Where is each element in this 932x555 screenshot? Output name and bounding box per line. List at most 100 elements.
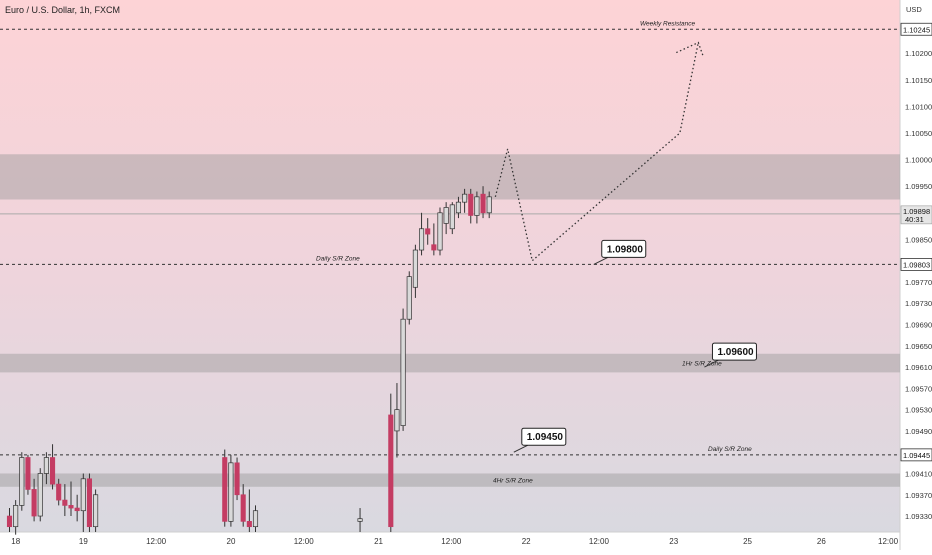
callout-box: [601, 239, 647, 258]
zone-weekly-resistance: [0, 154, 900, 200]
zone-4hr-s-r-zone: [0, 473, 900, 487]
candle-body: [400, 318, 406, 426]
x-tick-label: 25: [743, 537, 752, 546]
x-tick-label: 18: [11, 537, 20, 546]
level-price-tag: [900, 258, 932, 271]
candle: [49, 444, 56, 490]
callout-text: 1.09600: [717, 347, 754, 358]
candle: [93, 489, 99, 532]
zone-label: 4Hr S/R Zone: [493, 478, 533, 485]
y-tick-label: 1.09410: [905, 469, 932, 478]
candle: [486, 191, 492, 219]
candle: [246, 489, 252, 532]
y-tick-label: 1.09950: [905, 182, 932, 191]
candle-body: [357, 518, 363, 522]
callout-box: [521, 427, 567, 446]
candle-body: [425, 228, 431, 235]
y-tick-label: 1.10050: [905, 129, 932, 138]
candle: [68, 481, 74, 517]
candle: [86, 473, 93, 532]
projection-arrowhead: [676, 41, 704, 57]
current-price-tag-text: 1.09898: [903, 207, 930, 216]
currency-label: USD: [906, 5, 922, 14]
callout-pointer: [513, 444, 529, 453]
x-tick-label: 12:00: [589, 537, 610, 546]
candle-body: [443, 207, 449, 224]
candle: [56, 478, 62, 506]
candle-body: [56, 483, 62, 501]
x-tick-label: 22: [522, 537, 531, 546]
projection-path: [494, 42, 699, 262]
candle: [62, 484, 68, 517]
level-price-tag: [900, 448, 932, 462]
candle-body: [37, 473, 43, 517]
x-tick-label: 12:00: [294, 537, 315, 546]
candle: [6, 508, 13, 532]
level-price-tag-text: 1.09803: [903, 260, 930, 269]
y-tick-label: 1.09650: [905, 342, 932, 351]
y-tick-label: 1.09570: [905, 384, 932, 393]
candle-body: [25, 457, 31, 490]
candle: [431, 223, 437, 256]
level-price-tag-text: 1.10245: [903, 25, 930, 34]
callout: 1.09800: [593, 239, 647, 265]
candle: [462, 188, 468, 213]
level-label: Daily S/R Zone: [316, 255, 360, 262]
candle-body: [13, 505, 19, 528]
y-tick-label: 1.09730: [905, 299, 932, 308]
candle-body: [80, 478, 86, 512]
current-price-tag: [900, 205, 932, 225]
candle-body: [49, 457, 56, 485]
callout-pointer: [593, 256, 608, 265]
y-tick-label: 1.09690: [905, 321, 932, 330]
candle-body: [93, 494, 99, 528]
candle-body: [419, 228, 425, 251]
candle: [455, 196, 462, 219]
candle: [19, 452, 25, 511]
candle-body: [246, 521, 252, 528]
y-tick-label: 1.09370: [905, 491, 932, 500]
candle-body: [486, 196, 492, 214]
candle-body: [43, 457, 49, 474]
candle: [228, 454, 234, 527]
level-label: Daily S/R Zone: [708, 446, 752, 453]
candle: [412, 244, 418, 298]
candle-body: [62, 499, 68, 506]
y-tick-label: 1.10150: [905, 76, 932, 85]
candle: [43, 452, 49, 485]
callout: 1.09450: [513, 427, 567, 453]
candle: [425, 218, 431, 245]
candle: [74, 494, 80, 522]
candle: [437, 207, 443, 256]
candle: [474, 191, 480, 224]
candle-body: [86, 478, 93, 528]
plot-background: [0, 0, 900, 532]
x-tick-label: 21: [374, 537, 383, 546]
candle: [406, 271, 412, 325]
time-axis-background: [0, 532, 932, 550]
candle: [222, 449, 228, 527]
candle-body: [394, 409, 400, 432]
candle: [37, 468, 43, 522]
candle-body: [455, 201, 462, 214]
x-tick-label: 12:00: [441, 537, 462, 546]
candle: [400, 308, 406, 431]
x-tick-label: 19: [79, 537, 88, 546]
candle: [480, 186, 486, 219]
y-tick-label: 1.09530: [905, 406, 932, 415]
callout-text: 1.09800: [607, 244, 644, 255]
candle: [13, 500, 19, 535]
zone-label: 1Hr S/R Zone: [682, 361, 722, 368]
y-tick-label: 1.09850: [905, 235, 932, 244]
candle-body: [6, 515, 13, 528]
zone-1hr-s-r-zone: [0, 353, 900, 373]
candle-body: [437, 212, 443, 251]
candle-body: [68, 505, 74, 509]
y-tick-label: 1.10200: [905, 49, 932, 58]
level-price-tag-text: 1.09445: [903, 451, 930, 460]
y-tick-label: 1.09770: [905, 278, 932, 287]
candle-body: [449, 204, 455, 230]
callout: 1.09600: [704, 342, 757, 368]
